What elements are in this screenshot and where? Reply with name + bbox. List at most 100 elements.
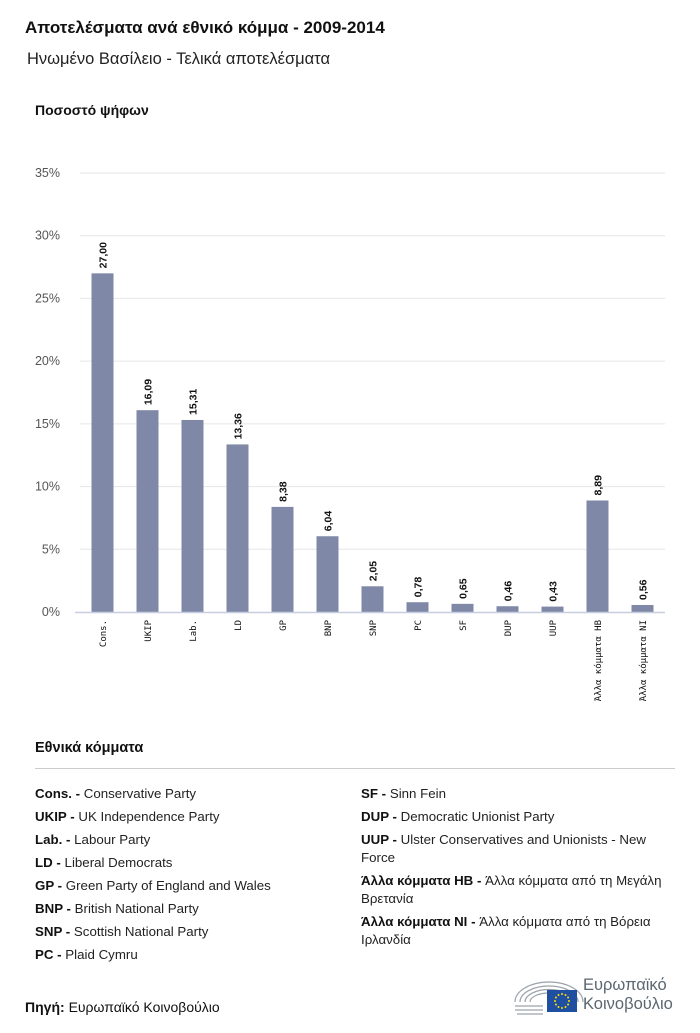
data-label: 0,65 (458, 578, 470, 599)
source-label: Πηγή: (25, 999, 65, 1015)
legend-item: SF - Sinn Fein (361, 785, 676, 803)
bar-chart: 0% 5% 10% 15% 20% 25% 30% 35% 27,00 Cons. 16,09 UKI… (35, 166, 665, 701)
y-tick-label: 0% (42, 605, 60, 619)
x-tick-label: LD (234, 620, 244, 631)
legend-name: Democratic Unionist Party (396, 809, 555, 824)
legend-name: Scottish National Party (70, 924, 209, 939)
bar (361, 586, 384, 612)
legend-title: Εθνικά κόμματα (35, 740, 144, 756)
chart-title: Αποτελέσματα ανά εθνικό κόμμα - 2009-201… (25, 18, 385, 37)
bar (181, 419, 204, 612)
bar (136, 410, 159, 612)
star-icon (557, 993, 560, 996)
bar (91, 273, 114, 612)
bar (271, 506, 294, 612)
legend-item: SNP - Scottish National Party (35, 923, 345, 941)
legend-item: DUP - Democratic Unionist Party (361, 808, 676, 826)
legend-abbr: Lab. - (35, 832, 71, 847)
legend-item: Άλλα κόμματα NI - Άλλα κόμματα από τη Βό… (361, 913, 676, 949)
bar (586, 500, 609, 612)
bar (316, 536, 339, 612)
legend-abbr: Cons. - (35, 786, 81, 801)
x-tick-label: SF (459, 620, 469, 631)
x-tick-label: UUP (549, 619, 559, 636)
legend-abbr: UKIP - (35, 809, 75, 824)
y-tick-label: 15% (35, 417, 60, 431)
legend-item: PC - Plaid Cymru (35, 946, 345, 964)
y-tick-label: 35% (35, 166, 60, 180)
x-tick-label: UKIP (144, 619, 154, 641)
logo-line2: Κοινοβούλιο (583, 995, 673, 1013)
legend-item: BNP - British National Party (35, 900, 345, 918)
data-label: 0,46 (503, 581, 515, 602)
legend-item: Άλλα κόμματα HB - Άλλα κόμματα από τη Με… (361, 872, 676, 908)
star-icon (554, 1000, 556, 1002)
data-label: 15,31 (188, 389, 200, 415)
star-icon (568, 1000, 570, 1002)
legend-abbr: SF - (361, 786, 387, 801)
legend-name: UK Independence Party (74, 809, 220, 824)
x-tick-label: DUP (504, 619, 514, 636)
legend-abbr: SNP - (35, 924, 71, 939)
star-icon (564, 993, 567, 996)
legend-item: LD - Liberal Democrats (35, 854, 345, 872)
legend-name: Conservative Party (80, 786, 197, 801)
data-label: 27,00 (98, 242, 110, 268)
data-label: 16,09 (143, 379, 155, 405)
star-icon (554, 996, 557, 999)
legend-name: British National Party (70, 901, 199, 916)
data-label: 2,05 (368, 561, 380, 582)
legend-abbr: UUP - (361, 832, 397, 847)
legend-name: Άλλα κόμματα από τη Μεγάλη Βρετανία (361, 873, 662, 906)
x-tick-label: PC (414, 620, 424, 631)
data-label: 13,36 (233, 413, 245, 439)
legend-item: GP - Green Party of England and Wales (35, 877, 345, 895)
data-label: 8,38 (278, 481, 290, 502)
bar (631, 604, 654, 612)
y-tick-label: 25% (35, 291, 60, 305)
x-tick-label: SNP (369, 619, 379, 636)
x-tick-label: GP (279, 619, 289, 630)
x-tick-label: Cons. (99, 620, 109, 647)
star-icon (567, 1003, 570, 1006)
legend-name: Άλλα κόμματα από τη Βόρεια Ιρλανδία (361, 914, 651, 947)
legend-name: Green Party of England and Wales (62, 878, 271, 893)
bar (496, 606, 519, 612)
legend-name: Sinn Fein (386, 786, 446, 801)
data-label: 0,78 (413, 577, 425, 598)
legend-name: Labour Party (70, 832, 151, 847)
y-axis-label: Ποσοστό ψήφων (35, 102, 149, 118)
legend-name: Ulster Conservatives and Unionists - New… (361, 832, 647, 865)
legend-name: Plaid Cymru (61, 947, 138, 962)
legend-item: UUP - Ulster Conservatives and Unionists… (361, 831, 676, 867)
data-label: 0,56 (638, 579, 650, 600)
legend-item: UKIP - UK Independence Party (35, 808, 345, 826)
bar (541, 606, 564, 612)
bar (451, 603, 474, 612)
legend-abbr: PC - (35, 947, 62, 962)
logo-line1: Ευρωπαϊκό (583, 976, 667, 994)
x-tick-label: Άλλα κόμματα HB (593, 620, 604, 701)
star-icon (557, 1006, 560, 1009)
source: Πηγή: Ευρωπαϊκό Κοινοβούλιο (25, 999, 220, 1015)
star-icon (554, 1003, 557, 1006)
european-parliament-logo (514, 981, 584, 1015)
x-tick-label: BNP (324, 619, 334, 636)
y-tick-label: 5% (42, 542, 60, 556)
legend-abbr: GP - (35, 878, 63, 893)
y-tick-label: 30% (35, 229, 60, 243)
legend-abbr: LD - (35, 855, 61, 870)
source-value: Ευρωπαϊκό Κοινοβούλιο (68, 999, 220, 1015)
logo-text: Ευρωπαϊκό Κοινοβούλιο (583, 976, 673, 1014)
legend-abbr: DUP - (361, 809, 397, 824)
x-tick-label: Lab. (189, 620, 199, 642)
star-icon (561, 993, 563, 995)
bar (406, 602, 429, 612)
x-tick-label: Άλλα κόμματα NI (638, 620, 649, 701)
legend-abbr: BNP - (35, 901, 71, 916)
data-label: 0,43 (548, 581, 560, 602)
legend-name: Liberal Democrats (60, 855, 173, 870)
legend-item: Cons. - Conservative Party (35, 785, 345, 803)
legend-abbr: Άλλα κόμματα HB - (361, 873, 482, 888)
y-tick-label: 20% (35, 354, 60, 368)
